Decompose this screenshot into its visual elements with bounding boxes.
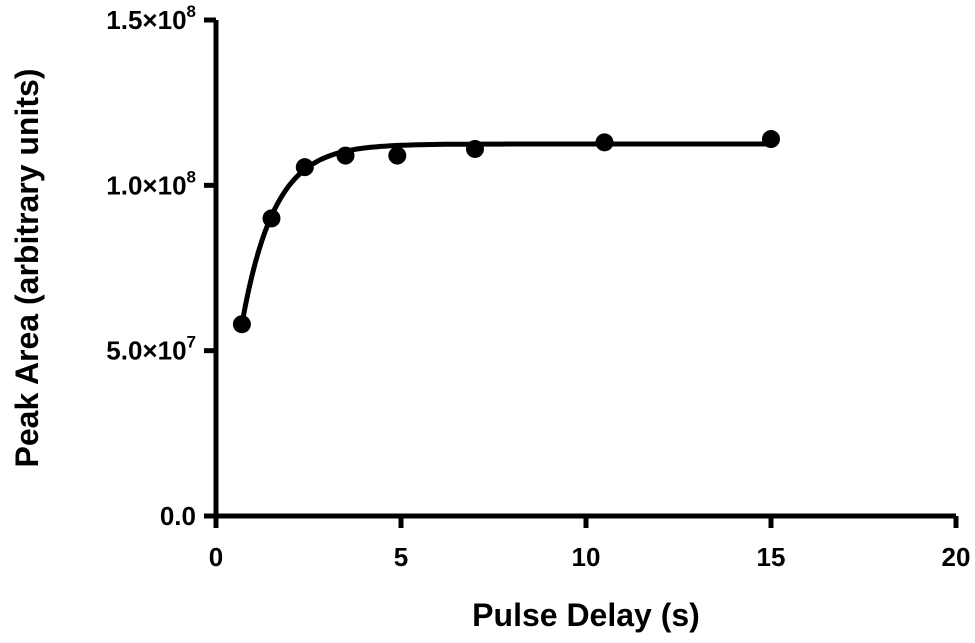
data-point <box>595 133 614 152</box>
y-tick-label: 5.0×107 <box>106 333 196 366</box>
x-tick-label: 15 <box>757 542 786 572</box>
x-axis-title: Pulse Delay (s) <box>472 597 700 633</box>
y-tick-label: 1.5×108 <box>106 2 196 35</box>
data-point <box>262 209 281 228</box>
x-tick-label: 5 <box>394 542 408 572</box>
data-point <box>336 146 355 165</box>
plot-area: 0 5 10 15 20 0.0 5.0×107 1.0×108 1.5×108 <box>106 2 970 572</box>
y-tick-label: 1.0×108 <box>106 167 196 200</box>
data-point <box>466 139 484 158</box>
x-tick-label: 20 <box>942 542 971 572</box>
data-point <box>232 315 251 334</box>
y-axis-title: Peak Area (arbitrary units) <box>9 69 45 468</box>
x-tick-label: 10 <box>572 542 601 572</box>
data-point <box>295 158 314 177</box>
fit-curve-line <box>239 141 771 325</box>
y-axis-ticks: 0.0 5.0×107 1.0×108 1.5×108 <box>106 2 216 531</box>
data-point <box>762 130 780 149</box>
data-points <box>232 130 780 334</box>
x-axis-ticks: 0 5 10 15 20 <box>209 516 971 572</box>
x-tick-label: 0 <box>209 542 223 572</box>
y-tick-label: 0.0 <box>160 501 196 531</box>
data-point <box>388 146 407 165</box>
